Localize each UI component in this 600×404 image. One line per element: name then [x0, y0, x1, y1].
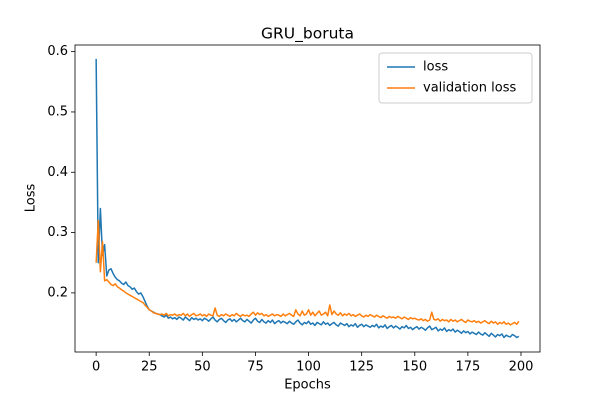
- y-tick-label: 0.6: [47, 44, 68, 59]
- y-tick-label: 0.3: [47, 225, 68, 240]
- legend-label: validation loss: [423, 81, 516, 96]
- x-tick-label: 175: [455, 360, 480, 375]
- y-tick-label: 0.4: [47, 165, 68, 180]
- x-tick-label: 150: [402, 360, 427, 375]
- legend-label: loss: [423, 60, 448, 75]
- x-axis-label: Epochs: [284, 378, 331, 393]
- x-tick-label: 100: [296, 360, 321, 375]
- line-series: [95, 58, 520, 339]
- legend-box: [378, 52, 533, 104]
- chart-title: GRU_boruta: [261, 25, 354, 44]
- x-tick-label: 75: [247, 360, 264, 375]
- x-tick-label: 200: [509, 360, 534, 375]
- line-series: [95, 219, 520, 326]
- y-tick-label: 0.2: [47, 285, 68, 300]
- y-axis-label: Loss: [24, 184, 39, 213]
- y-tick-label: 0.5: [47, 104, 68, 119]
- x-tick-label: 125: [349, 360, 374, 375]
- x-tick-label: 25: [141, 360, 158, 375]
- x-tick-label: 50: [194, 360, 211, 375]
- x-tick-label: 0: [92, 360, 100, 375]
- axes-frame: [74, 44, 541, 353]
